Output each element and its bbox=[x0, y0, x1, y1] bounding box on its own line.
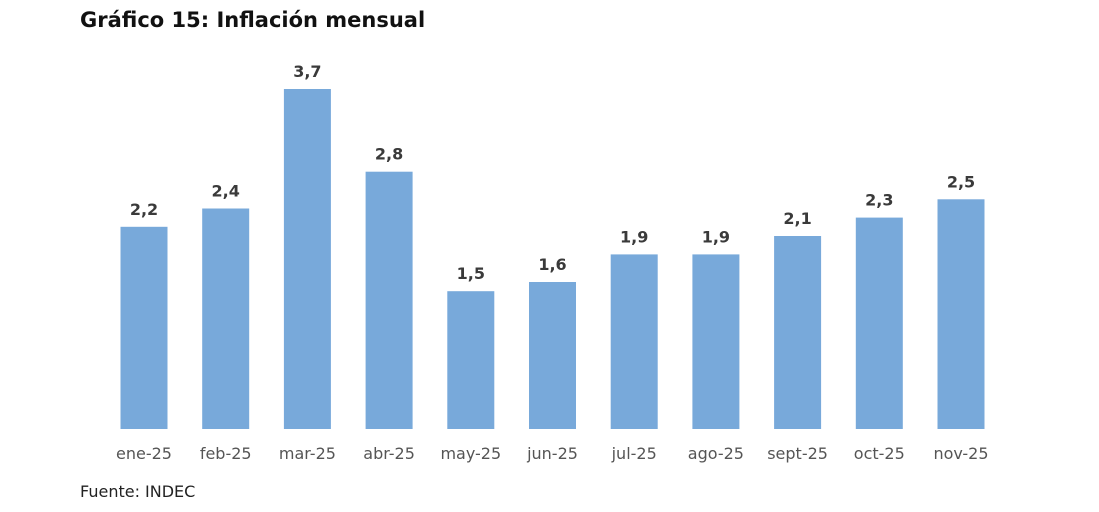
value-label-may-25: 1,5 bbox=[457, 264, 485, 283]
x-axis-tick-labels: ene-25 feb-25 mar-25 abr-25 may-25 jun-25 jul-… bbox=[116, 444, 989, 463]
x-tick-mar-25: mar-25 bbox=[279, 444, 336, 463]
x-tick-oct-25: oct-25 bbox=[854, 444, 905, 463]
value-label-jul-25: 1,9 bbox=[620, 227, 648, 246]
x-tick-ago-25: ago-25 bbox=[688, 444, 744, 463]
x-tick-jul-25: jul-25 bbox=[611, 444, 657, 463]
value-label-jun-25: 1,6 bbox=[538, 255, 566, 274]
bar-sept-25 bbox=[774, 236, 822, 429]
bar-mar-25 bbox=[283, 89, 331, 429]
bar-feb-25 bbox=[202, 208, 250, 429]
value-labels-group: 2,2 2,4 3,7 2,8 1,5 1,6 1,9 1,9 2,1 2,3 2,5 bbox=[130, 62, 975, 283]
bar-jul-25 bbox=[610, 254, 658, 429]
x-tick-abr-25: abr-25 bbox=[363, 444, 415, 463]
x-tick-sept-25: sept-25 bbox=[767, 444, 828, 463]
value-label-ene-25: 2,2 bbox=[130, 200, 158, 219]
bar-abr-25 bbox=[365, 171, 413, 429]
bar-jun-25 bbox=[529, 282, 576, 429]
bar-ene-25 bbox=[120, 226, 168, 429]
value-label-mar-25: 3,7 bbox=[293, 62, 321, 81]
x-tick-feb-25: feb-25 bbox=[200, 444, 252, 463]
value-label-oct-25: 2,3 bbox=[865, 191, 893, 210]
bar-ago-25 bbox=[692, 254, 740, 429]
x-tick-may-25: may-25 bbox=[440, 444, 501, 463]
value-label-ago-25: 1,9 bbox=[702, 227, 730, 246]
value-label-sept-25: 2,1 bbox=[783, 209, 811, 228]
value-label-nov-25: 2,5 bbox=[947, 172, 975, 191]
bar-nov-25 bbox=[937, 199, 985, 429]
x-tick-ene-25: ene-25 bbox=[116, 444, 172, 463]
source-note: Fuente: INDEC bbox=[80, 482, 196, 501]
x-tick-jun-25: jun-25 bbox=[526, 444, 578, 463]
bar-oct-25 bbox=[855, 217, 903, 429]
chart-title: Gráfico 15: Inflación mensual bbox=[80, 8, 426, 32]
x-tick-nov-25: nov-25 bbox=[933, 444, 988, 463]
bars-group bbox=[120, 89, 985, 429]
value-label-abr-25: 2,8 bbox=[375, 145, 403, 164]
bar-may-25 bbox=[447, 291, 495, 429]
value-label-feb-25: 2,4 bbox=[212, 182, 240, 201]
